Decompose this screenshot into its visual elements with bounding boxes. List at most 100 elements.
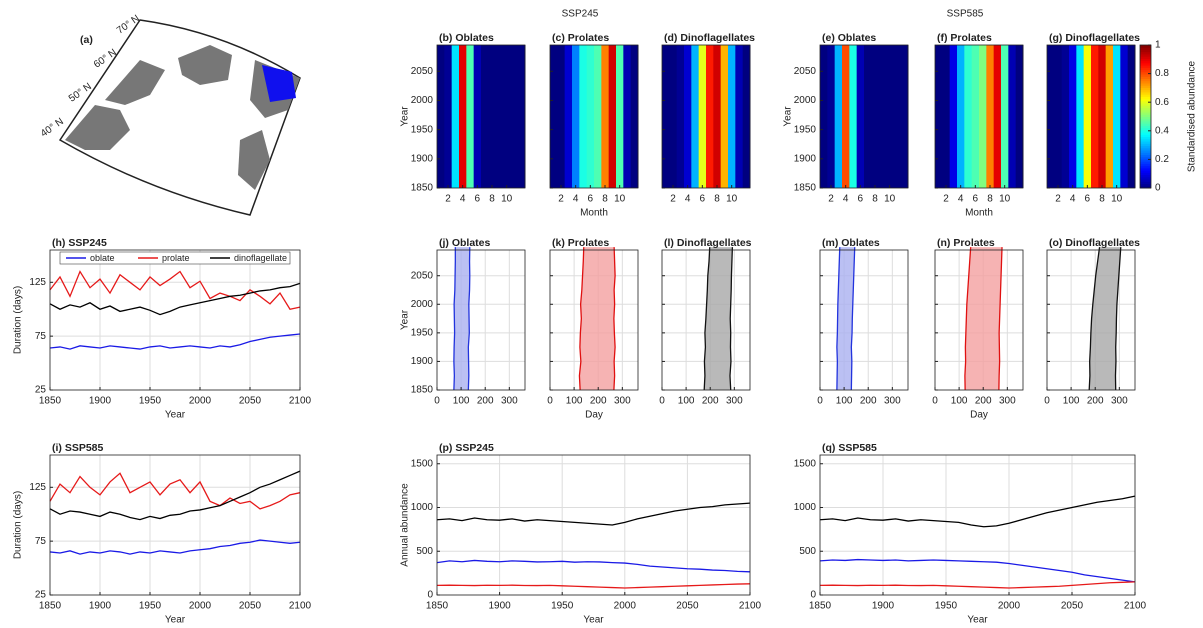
x-tick-label: 1850	[426, 601, 449, 612]
x-tick-label: 4	[1070, 194, 1076, 205]
heat-cell	[886, 45, 894, 188]
heat-cell	[728, 45, 736, 188]
heat-cell	[444, 45, 453, 188]
panel: 2 4 6 8 10 1850 1900 1950 2000 2050 (b) Oblates Yea…	[400, 32, 526, 205]
y-tick-label: 1950	[411, 124, 434, 135]
colorbar-step	[1140, 172, 1151, 176]
panel-title: (e) Oblates	[822, 32, 876, 44]
colorbar-step	[1140, 118, 1151, 122]
colorbar-step	[1140, 129, 1151, 133]
colorbar-step	[1140, 165, 1151, 169]
colorbar-step	[1140, 116, 1151, 120]
colorbar-step	[1140, 136, 1151, 140]
x-axis-label: Year	[165, 615, 186, 626]
x-tick-label: 200	[1087, 396, 1104, 407]
x-tick-label: 10	[501, 194, 513, 205]
colorbar-step	[1140, 163, 1151, 167]
heat-cell	[1083, 45, 1092, 188]
colorbar-step	[1140, 53, 1151, 57]
axes-frame	[549, 44, 639, 189]
x-tick-label: 2050	[239, 601, 262, 612]
season-edge	[1088, 247, 1101, 391]
panel-title: (g) Dinoflagellates	[1049, 32, 1140, 44]
colorbar-step	[1140, 114, 1151, 117]
panel-title: (c) Prolates	[552, 32, 609, 44]
heat-cell	[993, 45, 1002, 188]
heat-cell	[1015, 45, 1024, 188]
panel-title: (o) Dinoflagellates	[1049, 237, 1140, 249]
heat-cell	[437, 45, 445, 188]
axes-frame	[436, 454, 751, 596]
colorbar-step	[1140, 174, 1151, 178]
panel: 1850 1900 1950 2000 2050 2100 25 75 125 (i) SSP58…	[13, 442, 312, 626]
heat-cell	[827, 45, 836, 188]
y-tick-label: 1850	[794, 183, 817, 194]
x-tick-label: 200	[590, 396, 607, 407]
x-tick-label: 1950	[139, 601, 162, 612]
x-tick-label: 2	[943, 194, 949, 205]
season-edge	[613, 247, 616, 391]
x-axis-label: Day	[970, 410, 988, 421]
x-tick-label: 2	[670, 194, 676, 205]
x-tick-label: 1900	[89, 601, 112, 612]
x-tick-label: 2100	[1124, 601, 1147, 612]
panel: 0 100 200 300 1850 1900 1950 2000 2050 (j) Oblate…	[400, 237, 526, 407]
season-band	[836, 247, 855, 390]
x-tick-label: 1900	[89, 396, 112, 407]
x-tick-label: 8	[489, 194, 495, 205]
study-area	[262, 65, 296, 102]
colorbar-step	[1140, 176, 1151, 180]
x-tick-label: 2100	[289, 396, 312, 407]
colorbar-step	[1140, 179, 1151, 182]
land	[178, 45, 232, 85]
x-axis-label: Year	[165, 410, 186, 421]
colorbar-step	[1140, 89, 1151, 93]
colorbar-step	[1140, 65, 1151, 68]
heat-cell	[466, 45, 475, 188]
panel: 2 4 6 8 10 (d) Dinoflagellates	[661, 32, 755, 205]
heat-cell	[871, 45, 880, 188]
x-tick-label: 2000	[189, 601, 212, 612]
colorbar-step	[1140, 138, 1151, 142]
y-axis-label: Duration (days)	[13, 286, 24, 354]
axes-frame	[49, 454, 301, 596]
colorbar-tick-label: 1	[1155, 40, 1161, 51]
group-title: SSP245	[562, 9, 599, 20]
panel: 0 100 200 300 (l) Dinoflagellates	[659, 237, 751, 407]
heat-cell	[878, 45, 887, 188]
colorbar-tick-label: 0.6	[1155, 97, 1169, 108]
colorbar-step	[1140, 134, 1151, 138]
heat-cell	[594, 45, 602, 188]
y-tick-label: 1900	[794, 153, 817, 164]
colorbar-step	[1140, 156, 1151, 160]
heat-cell	[684, 45, 692, 188]
x-tick-label: 1950	[551, 601, 574, 612]
axes-frame	[934, 44, 1024, 189]
heat-cell	[820, 45, 828, 188]
axes-frame	[819, 454, 1136, 596]
land	[105, 60, 165, 105]
season-band	[964, 247, 1003, 390]
y-tick-label: 75	[35, 331, 47, 342]
heat-cell	[1091, 45, 1099, 188]
panel: 2 4 6 8 10 1850 1900 1950 2000 2050 (e) Oblates Yea…	[783, 32, 909, 205]
x-tick-label: 0	[1044, 396, 1050, 407]
heat-cell	[1054, 45, 1063, 188]
x-axis-label: Day	[585, 410, 603, 421]
x-tick-label: 100	[836, 396, 853, 407]
x-tick-label: 100	[566, 396, 583, 407]
panel-title: (i) SSP585	[52, 442, 104, 454]
heat-cell	[900, 45, 909, 188]
season-edge	[703, 247, 711, 391]
colorbar-step	[1140, 127, 1151, 131]
series-line	[49, 270, 301, 310]
x-tick-label: 1850	[39, 396, 62, 407]
heat-cell	[517, 45, 526, 188]
x-axis-label: Month	[965, 208, 993, 219]
heat-cell	[586, 45, 595, 188]
y-tick-label: 1950	[411, 327, 434, 338]
colorbar-step	[1140, 158, 1151, 162]
x-tick-label: 4	[460, 194, 466, 205]
x-tick-label: 300	[884, 396, 901, 407]
axes-frame	[549, 249, 639, 391]
